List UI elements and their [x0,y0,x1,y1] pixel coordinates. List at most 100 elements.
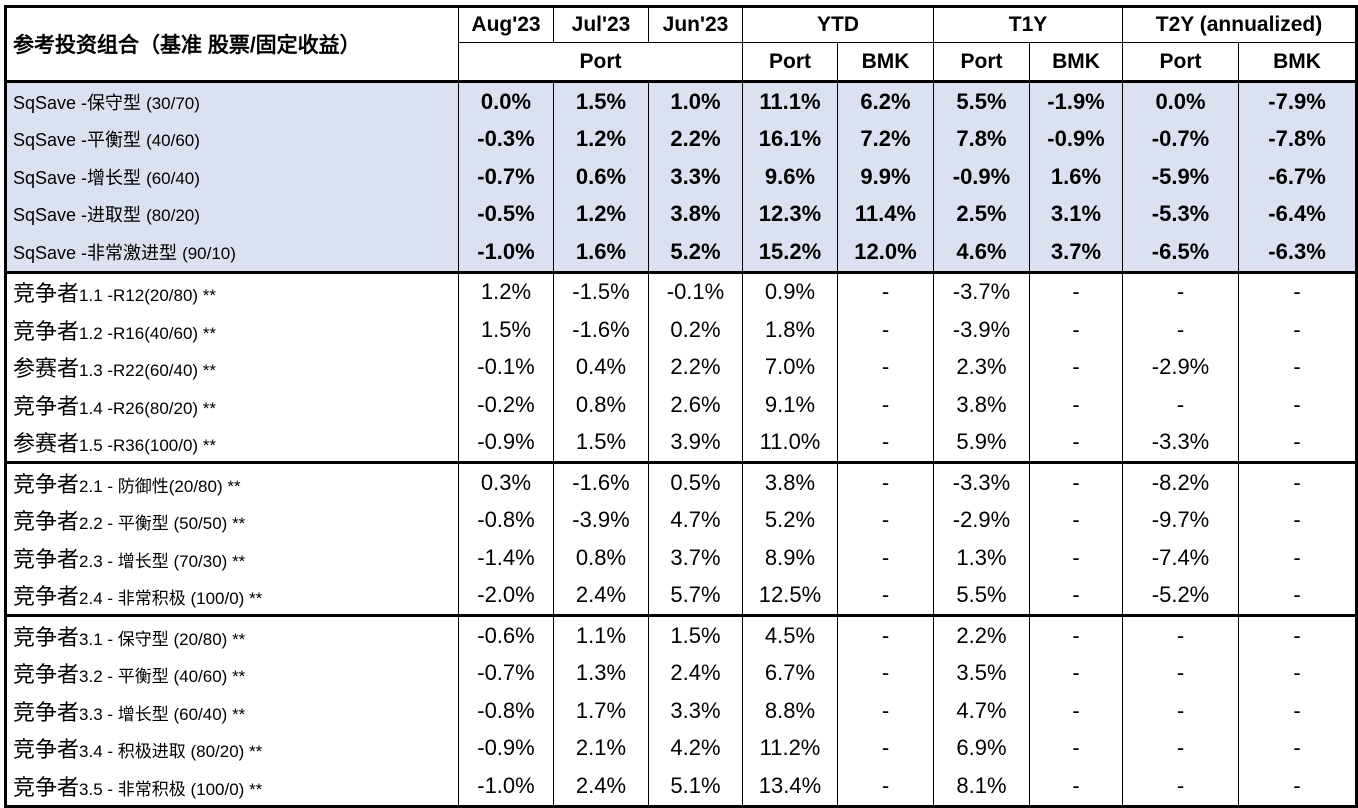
table-cell: 4.7% [648,501,743,539]
table-cell: -3.7% [933,270,1030,311]
table-cell: -0.8% [458,692,554,730]
table-cell: - [837,386,934,424]
table-cell: - [1029,767,1124,808]
table-cell: 11.1% [742,80,838,121]
table-cell: -0.8% [458,501,554,539]
table-cell: 12.3% [742,195,838,233]
portfolio-label: 竞争者 [13,737,80,763]
table-cell: 0.4% [553,348,649,386]
table-cell: - [1238,654,1358,692]
table-cell: 4.6% [933,233,1030,272]
portfolio-name: 竞争者2.3 - 增长型 (70/30) ** [4,539,459,577]
table-cell: 1.8% [742,311,838,349]
table-row: 竞争者2.4 - 非常积极 (100/0) ** -2.0% 2.4% 5.7% 12.… [4,576,1358,616]
table-row: 竞争者3.5 - 非常积极 (100/0) ** -1.0% 2.4% 5.1% 13.… [4,767,1358,808]
table-cell: 1.6% [1029,158,1124,196]
portfolio-detail: 3.4 - 积极进取 (80/20) ** [79,742,263,762]
table-cell: -1.9% [1029,80,1124,121]
table-cell: 1.5% [553,80,649,121]
portfolio-label: SqSave -平衡型 [13,130,142,151]
table-cell: 11.0% [742,423,838,463]
table-cell: 1.3% [933,539,1030,577]
col-aug23: Aug'23 [458,5,554,43]
table-cell: - [1029,311,1124,349]
table-cell: - [1029,576,1124,616]
portfolio-detail: 3.3 - 增长型 (60/40) ** [79,704,246,724]
sub-t2y-port: Port [1122,42,1240,82]
sub-ytd-bmk: BMK [837,42,934,82]
table-cell: 9.9% [837,158,934,196]
table-cell: - [837,311,934,349]
table-cell: 1.5% [648,614,743,655]
table-cell: 11.4% [837,195,934,233]
table-cell: - [1122,654,1240,692]
table-cell: - [1238,729,1358,767]
table-cell: 3.3% [648,158,743,196]
table-cell: 3.8% [933,386,1030,424]
portfolio-name: SqSave -非常激进型 (90/10) [4,233,459,272]
table-cell: 2.2% [648,348,743,386]
table-cell: -5.9% [1122,158,1240,196]
portfolio-name: SqSave -平衡型 (40/60) [4,120,459,158]
table-cell: -2.9% [1122,348,1240,386]
table-cell: 3.8% [648,195,743,233]
table-cell: -0.1% [648,270,743,311]
table-cell: -7.4% [1122,539,1240,577]
portfolio-label: 竞争者 [13,774,80,800]
table-cell: 5.2% [648,233,743,272]
table-cell: 4.5% [742,614,838,655]
col-ytd: YTD [742,5,934,43]
portfolio-detail: (60/40) [146,168,200,188]
table-row: 竞争者3.1 - 保守型 (20/80) ** -0.6% 1.1% 1.5% 4.5%… [4,614,1358,655]
table-cell: 5.7% [648,576,743,616]
table-row: 竞争者2.3 - 增长型 (70/30) ** -1.4% 0.8% 3.7% 8.9%… [4,539,1358,577]
portfolio-name: SqSave -保守型 (30/70) [4,80,459,121]
portfolio-name: 竞争者1.4 -R26(80/20) ** [4,386,459,424]
table-cell: - [1122,386,1240,424]
table-cell: 4.7% [933,692,1030,730]
table-cell: 0.6% [553,158,649,196]
table-cell: 7.0% [742,348,838,386]
portfolio-name: 参赛者1.5 -R36(100/0) ** [4,423,459,463]
table-cell: - [837,614,934,655]
table-cell: 2.4% [553,576,649,616]
portfolio-label: 竞争者 [13,393,80,419]
header-row-subcolumns: Port Port BMK Port BMK Port BMK [6,42,1358,82]
portfolio-label: 竞争者 [13,318,80,344]
table-row: SqSave -增长型 (60/40) -0.7% 0.6% 3.3% 9.6% 9.9%… [4,158,1358,196]
table-row: 参赛者1.5 -R36(100/0) ** -0.9% 1.5% 3.9% 11.0% -… [4,423,1358,463]
table-cell: - [1238,539,1358,577]
portfolio-name: 竞争者2.4 - 非常积极 (100/0) ** [4,576,459,616]
table-cell: 1.3% [553,654,649,692]
table-cell: 3.3% [648,692,743,730]
table-cell: -8.2% [1122,461,1240,502]
table-cell: 2.5% [933,195,1030,233]
table-cell: 0.2% [648,311,743,349]
table-cell: -2.0% [458,576,554,616]
table-cell: -0.9% [458,729,554,767]
table-cell: 15.2% [742,233,838,272]
table-cell: - [1238,576,1358,616]
col-t2y: T2Y (annualized) [1122,5,1358,43]
table-cell: -0.7% [1122,120,1240,158]
portfolio-name: 参赛者1.3 -R22(60/40) ** [4,348,459,386]
portfolio-detail: 3.1 - 保守型 (20/80) ** [79,629,246,649]
table-cell: 3.7% [1029,233,1124,272]
table-cell: - [1029,692,1124,730]
table-cell: 1.1% [553,614,649,655]
table-cell: - [1238,614,1358,655]
table-cell: -3.3% [1122,423,1240,463]
header-row-periods: 参考投资组合（基准 股票/固定收益） Aug'23 Jul'23 Jun'23 … [4,5,1358,82]
table-cell: - [1238,348,1358,386]
table-cell: -3.9% [933,311,1030,349]
table-cell: 1.0% [648,80,743,121]
table-cell: -5.2% [1122,576,1240,616]
portfolio-detail: (90/10) [182,243,236,263]
table-cell: 2.4% [553,767,649,808]
table-cell: - [1029,423,1124,463]
table-cell: 6.7% [742,654,838,692]
portfolio-label: 参赛者 [13,356,80,382]
table-cell: 0.8% [553,386,649,424]
sub-t1y-port: Port [933,42,1030,82]
table-cell: -0.9% [458,423,554,463]
